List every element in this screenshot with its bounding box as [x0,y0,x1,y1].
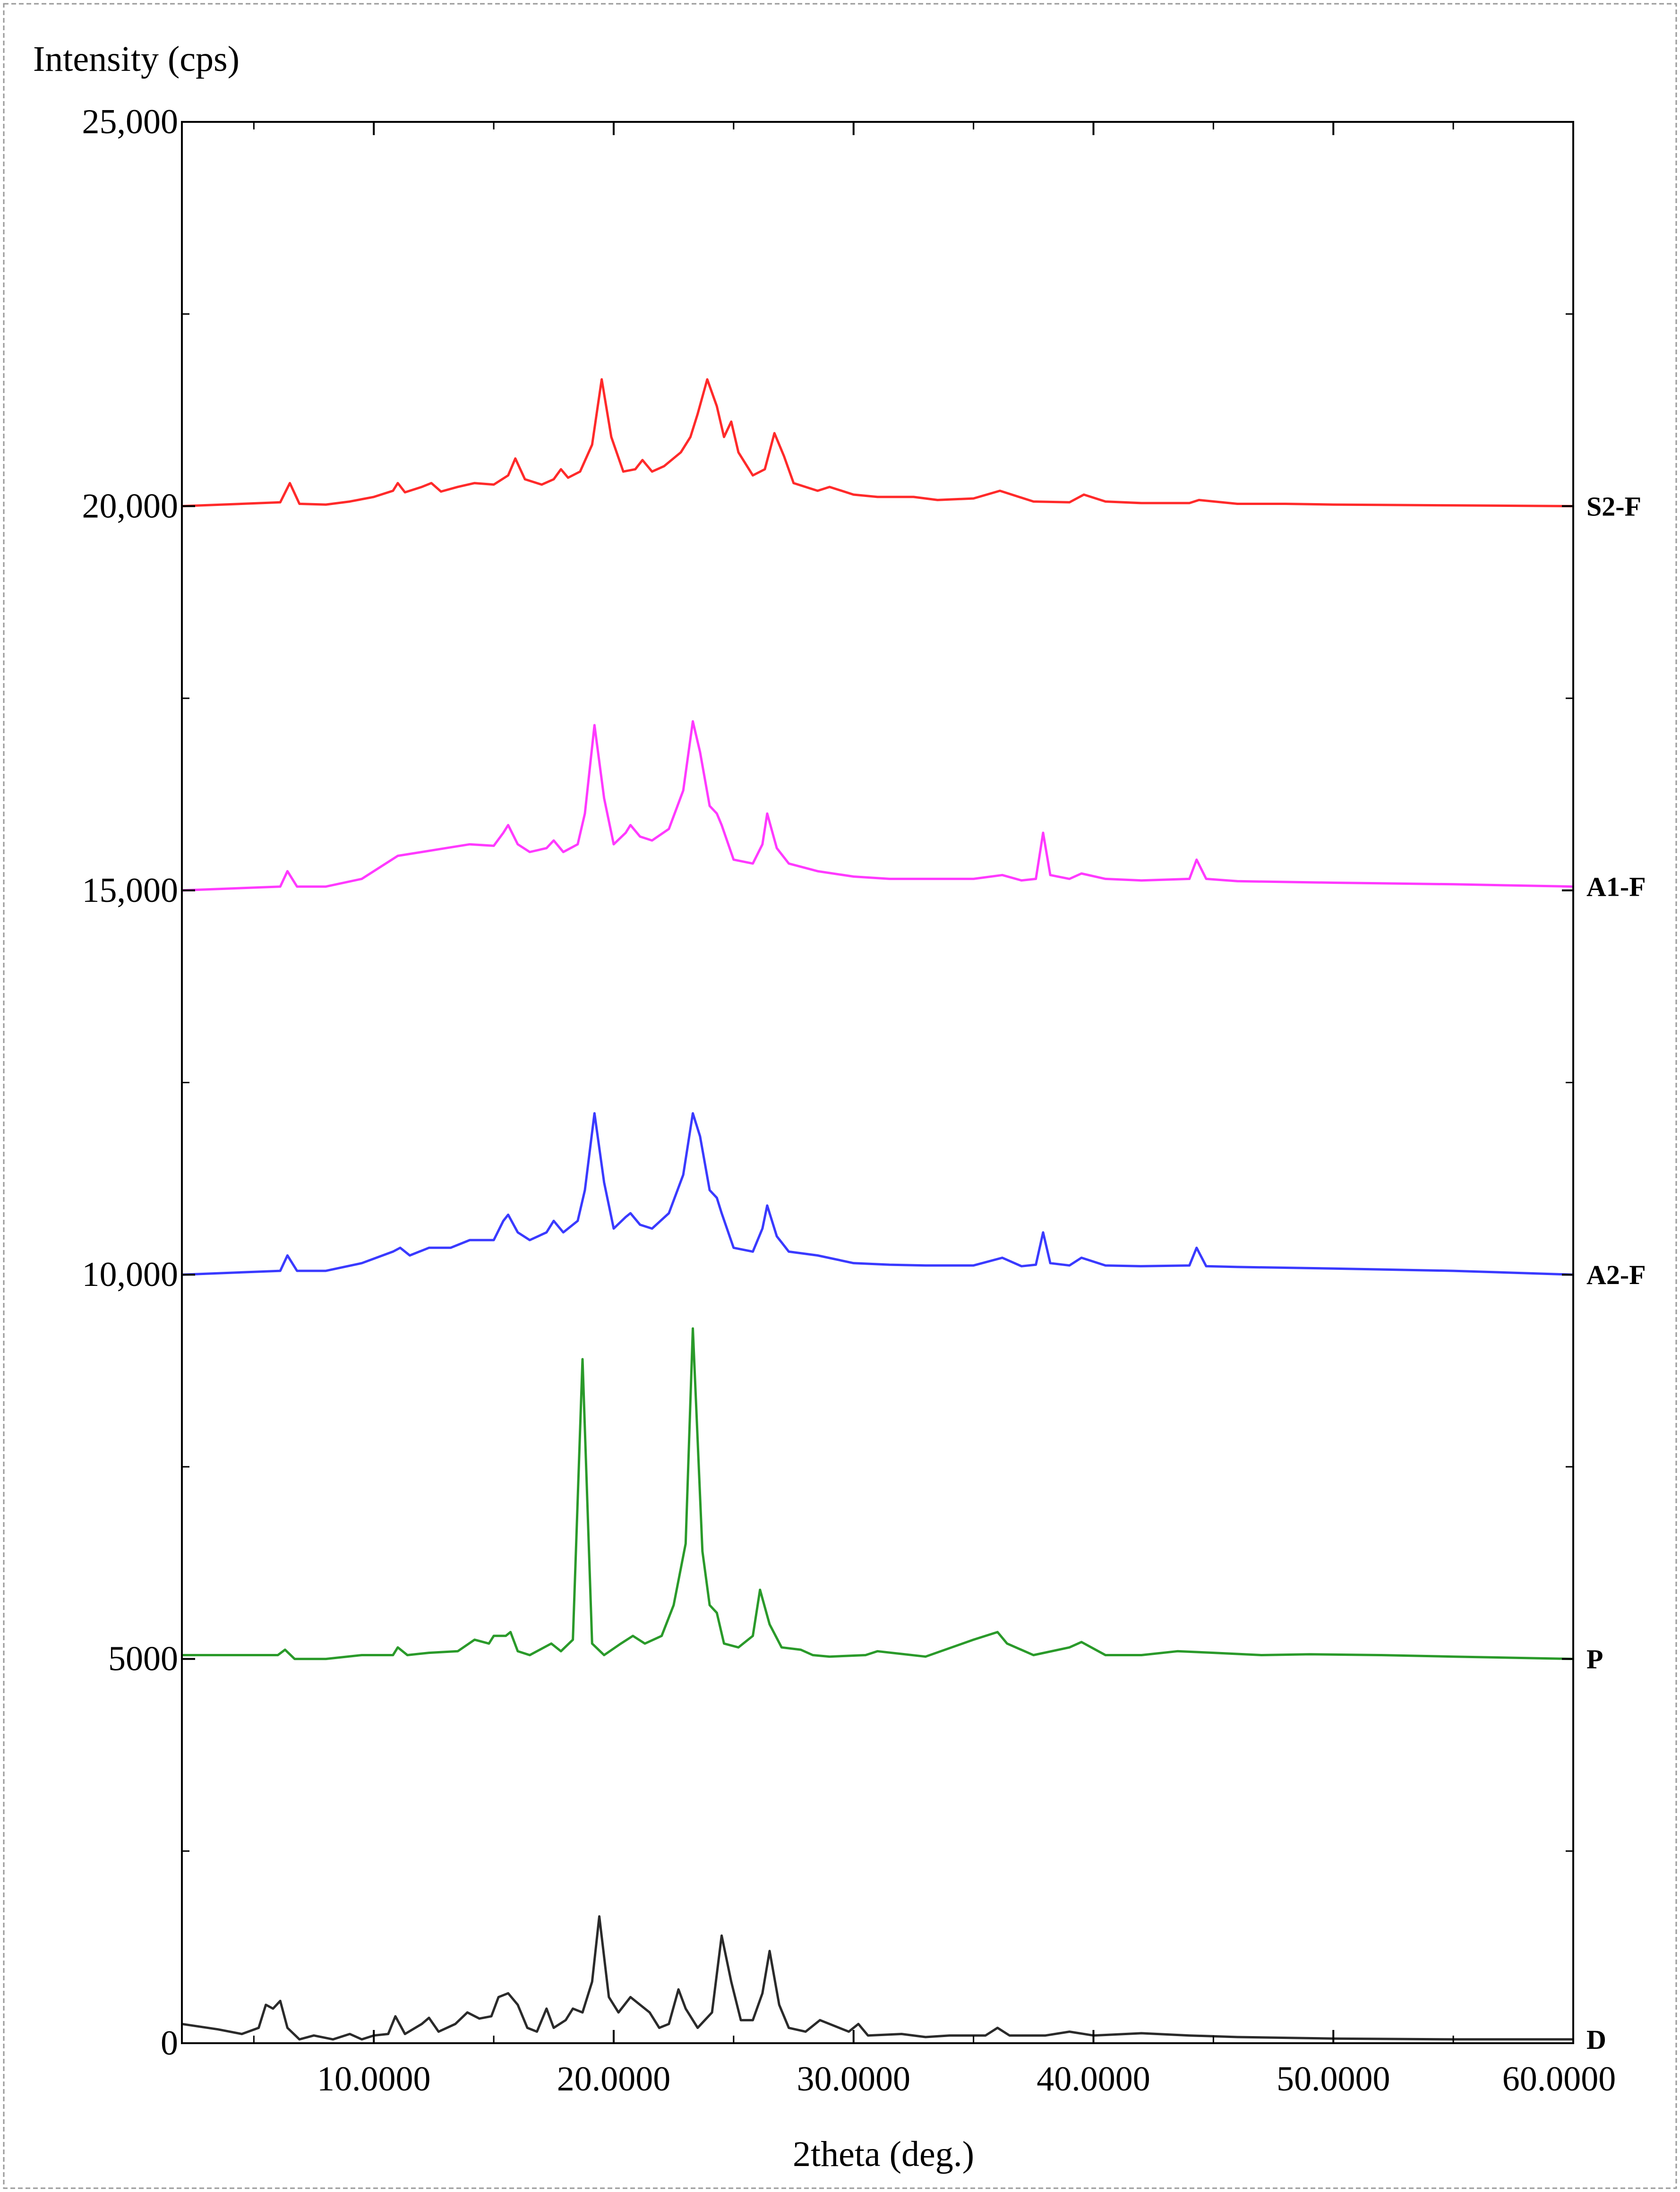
series-line-a2-f [181,1112,1574,1276]
tick-labels-layer: 0 5000 10,000 15,000 20,000 25,000 10.0000 20.0… [82,103,1646,2098]
x-tick-label: 30.0000 [797,2060,910,2098]
y-tick-label: 25,000 [82,103,179,141]
y-tick-label: 5000 [108,1640,178,1678]
y-tick-label: 0 [161,2024,178,2063]
series-line-p [182,1327,1574,1661]
x-tick-label: 60.0000 [1502,2060,1616,2098]
series-line-s2-f [181,378,1574,507]
x-tick-label: 40.0000 [1037,2060,1150,2098]
axes-layer [181,121,1574,2044]
figure-border [3,3,1677,2189]
series-label-s2-f: S2-F [1586,491,1641,522]
series-label-d: D [1586,2024,1606,2055]
x-axis-title: 2theta (deg.) [793,2134,974,2174]
series-layer [181,378,1574,2041]
y-tick-label: 10,000 [82,1255,179,1294]
series-label-p: P [1586,1644,1603,1675]
series-label-a1-f: A1-F [1586,872,1646,902]
series-label-a2-f: A2-F [1586,1259,1646,1290]
y-tick-label: 20,000 [82,487,179,525]
series-line-d [181,1915,1573,2041]
x-tick-label: 20.0000 [557,2060,671,2098]
series-line-a1-f [181,720,1574,892]
x-tick-label: 10.0000 [317,2060,431,2098]
y-axis-title: Intensity (cps) [33,39,240,79]
x-tick-label: 50.0000 [1277,2060,1390,2098]
y-tick-label: 15,000 [82,871,179,910]
